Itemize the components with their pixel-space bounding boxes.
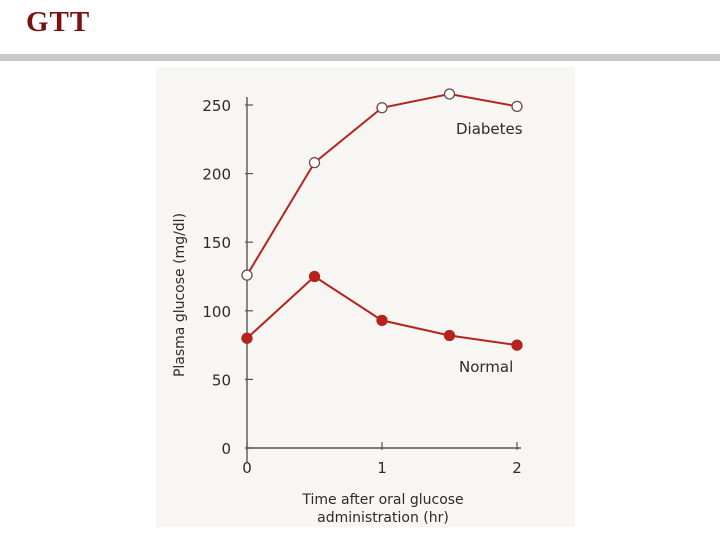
x-tick-label: 2: [512, 459, 522, 477]
title-divider: [0, 54, 720, 61]
y-tick-label: 0: [221, 440, 231, 458]
series-label-normal: Normal: [459, 358, 513, 376]
slide-title: GTT: [26, 6, 91, 38]
series: [241, 88, 523, 351]
y-tick-label: 100: [202, 303, 231, 321]
data-point-diabetes: [443, 88, 456, 100]
series-label-diabetes: Diabetes: [456, 120, 523, 138]
chart-figure: 0 50 100 150 200 250 0 1 2 Diabetes Normal Plasm…: [156, 67, 575, 527]
data-point-diabetes: [241, 269, 253, 281]
y-tick-label: 200: [202, 166, 231, 184]
data-point-normal: [308, 270, 321, 283]
data-point-normal: [376, 314, 388, 327]
y-tick-label: 250: [202, 97, 231, 115]
data-point-diabetes: [376, 102, 388, 114]
tick-labels: 0 50 100 150 200 250 0 1 2: [202, 97, 521, 477]
data-point-normal: [241, 332, 253, 344]
data-point-diabetes: [511, 100, 523, 113]
y-axis-label: Plasma glucose (mg/dl): [172, 213, 188, 377]
glucose-tolerance-chart: 0 50 100 150 200 250 0 1 2 Diabetes Normal Plasm…: [172, 88, 523, 526]
x-axis-label-line-2: administration (hr): [317, 510, 449, 526]
axes: [245, 97, 521, 462]
y-tick-label: 50: [212, 371, 231, 389]
data-point-diabetes: [308, 156, 321, 169]
series-line-normal: [246, 275, 518, 347]
y-tick-label: 150: [202, 234, 231, 252]
data-point-normal: [443, 329, 456, 342]
x-axis-label-line-1: Time after oral glucose: [301, 492, 463, 508]
x-tick-label: 1: [377, 459, 387, 477]
data-point-normal: [511, 339, 523, 351]
x-tick-label: 0: [242, 459, 252, 477]
